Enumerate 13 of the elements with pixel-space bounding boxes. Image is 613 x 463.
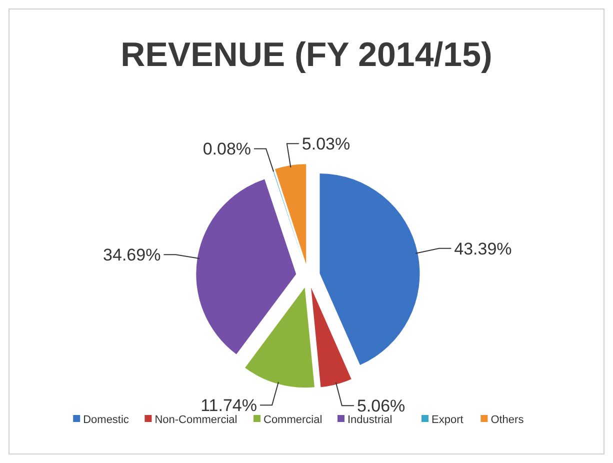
data-label: 11.74% — [200, 396, 258, 416]
data-label: 5.06% — [356, 396, 406, 416]
chart-title: REVENUE (FY 2014/15) — [120, 36, 492, 74]
data-label: 5.03% — [302, 134, 350, 154]
data-label: 34.69% — [103, 246, 161, 265]
data-label: 43.39% — [454, 239, 512, 258]
legend-label: Commercial — [264, 414, 322, 426]
legend-label: Others — [490, 414, 524, 426]
legend-label: Industrial — [348, 414, 392, 426]
data-label: 0.08% — [202, 140, 252, 159]
legend-label: Non-Commercial — [154, 414, 238, 426]
legend-label: Export — [432, 414, 464, 426]
legend-label: Domestic — [83, 414, 130, 426]
